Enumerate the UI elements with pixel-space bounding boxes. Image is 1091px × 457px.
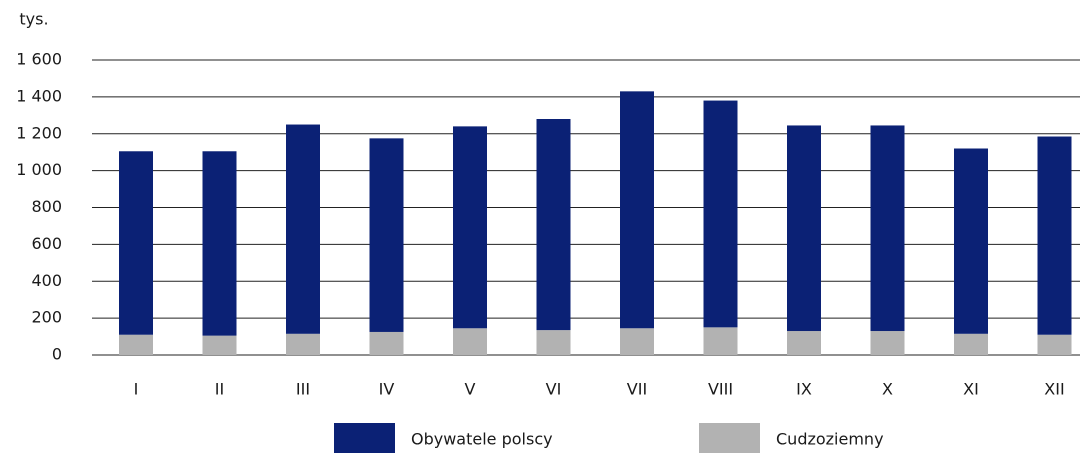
x-tick-label: IV	[379, 380, 395, 399]
bar-segment	[286, 124, 320, 334]
bar-segment	[620, 328, 654, 355]
legend-swatch	[334, 423, 395, 453]
bar-segment	[453, 126, 487, 329]
bar-segment	[286, 333, 320, 355]
x-tick-label: IX	[796, 380, 812, 399]
bar-segment	[119, 334, 153, 355]
bar-segment	[787, 125, 821, 332]
bar-segment	[954, 148, 988, 334]
bar-segment	[202, 335, 237, 355]
bar-segment	[453, 328, 487, 355]
bar-segment	[536, 330, 571, 355]
x-tick-label: X	[882, 380, 893, 399]
y-tick-label: 1 200	[16, 123, 62, 142]
y-tick-label: 1 400	[16, 86, 62, 105]
legend-label: Obywatele polscy	[411, 430, 553, 449]
bar-segment	[119, 151, 153, 335]
x-tick-label: V	[465, 380, 476, 399]
x-tick-label: VI	[546, 380, 562, 399]
legend-swatch	[699, 423, 760, 453]
y-tick-label: 1 600	[16, 50, 62, 69]
y-tick-label: 0	[52, 345, 62, 364]
bar-segment	[369, 138, 404, 332]
bar-segment	[870, 125, 905, 332]
y-tick-label: 1 000	[16, 160, 62, 179]
bar-segment	[787, 331, 821, 355]
x-tick-label: VIII	[708, 380, 733, 399]
x-tick-label: I	[134, 380, 139, 399]
y-tick-label: 800	[31, 197, 62, 216]
bar-segment	[536, 119, 571, 331]
x-tick-label: XII	[1044, 380, 1064, 399]
x-tick-label: III	[296, 380, 310, 399]
x-tick-label: II	[215, 380, 224, 399]
x-tick-label: VII	[627, 380, 647, 399]
legend-label: Cudzoziemny	[776, 430, 884, 449]
y-tick-label: 600	[31, 234, 62, 253]
y-tick-label: 400	[31, 271, 62, 290]
y-tick-label: 200	[31, 308, 62, 327]
bar-segment	[202, 151, 237, 336]
bar-segment	[369, 331, 404, 355]
bar-segment	[1037, 334, 1072, 355]
y-axis-label: tys.	[19, 10, 48, 29]
bar-segment	[1037, 136, 1072, 335]
bar-segment	[870, 331, 905, 355]
bar-segment	[954, 333, 988, 355]
bar-segment	[703, 327, 738, 355]
bar-segment	[703, 100, 738, 328]
x-tick-label: XI	[963, 380, 979, 399]
bar-segment	[620, 91, 654, 329]
